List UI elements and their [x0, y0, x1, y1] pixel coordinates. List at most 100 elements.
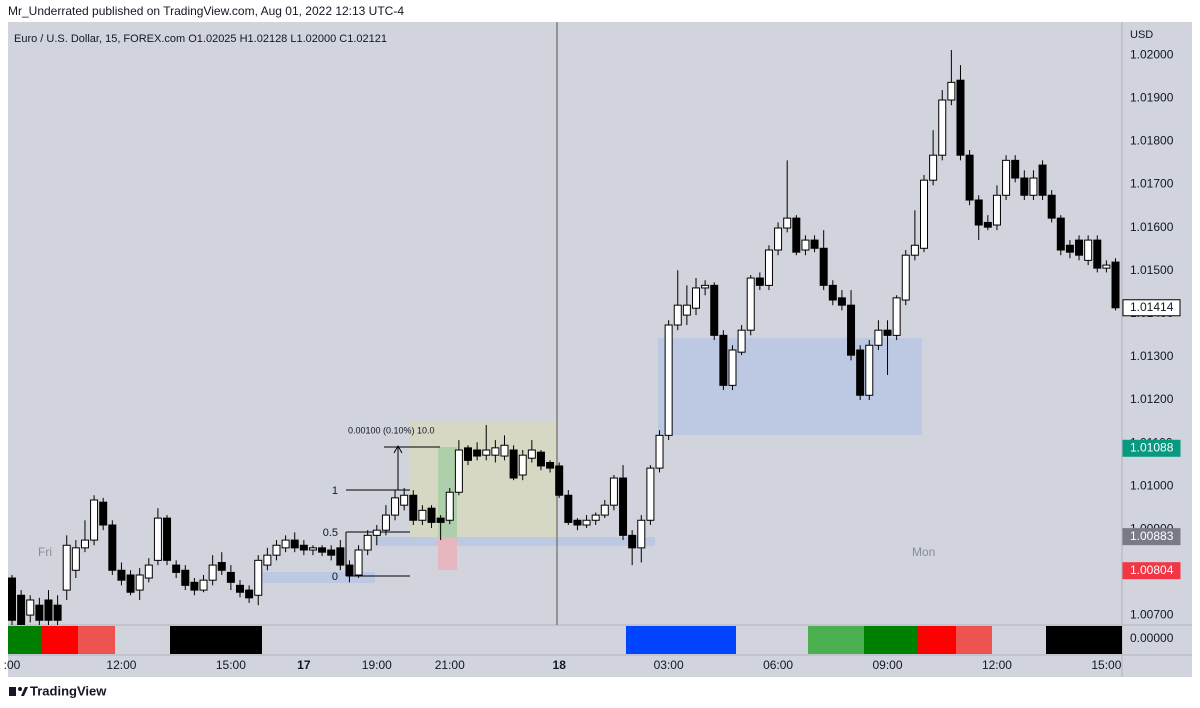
candle-body — [874, 329, 883, 346]
indicator-block — [1046, 626, 1122, 654]
candle-body — [199, 579, 208, 591]
x-tick-label: 17 — [297, 658, 311, 672]
candle-body — [1056, 217, 1065, 251]
candle-body — [381, 514, 390, 531]
candle-body — [108, 524, 117, 571]
fib-label: 0 — [332, 571, 338, 583]
x-tick-label: 12:00 — [106, 658, 136, 672]
logo-part — [9, 687, 16, 696]
candle-body — [1065, 244, 1074, 253]
x-tick-label: 06:00 — [763, 658, 793, 672]
candle-body — [318, 547, 327, 553]
candle-body — [1102, 264, 1111, 269]
candle-body — [35, 604, 44, 621]
indicator-block — [170, 626, 262, 654]
candle-body — [637, 519, 646, 549]
currency-label: USD — [1130, 29, 1153, 41]
candle-body — [619, 477, 628, 536]
y-tick-label: 1.01000 — [1130, 478, 1174, 492]
candle-body — [62, 544, 71, 591]
y-tick-label: 1.02000 — [1130, 47, 1174, 61]
candle-body — [1020, 177, 1029, 196]
candle-body — [418, 509, 427, 521]
y-tick-label: 1.01600 — [1130, 220, 1174, 234]
candle-body — [828, 284, 837, 301]
candle-body — [1029, 177, 1038, 196]
candle-body — [892, 297, 901, 336]
candle-body — [263, 554, 272, 566]
zone — [262, 572, 375, 583]
candle-body — [354, 549, 363, 576]
x-tick-label: :00 — [4, 658, 21, 672]
candle-body — [400, 494, 409, 506]
candle-body — [646, 467, 655, 521]
candle-body — [546, 462, 555, 469]
candle-body — [8, 577, 16, 621]
x-tick-label: 21:00 — [435, 658, 465, 672]
candle-body — [692, 287, 700, 309]
position-loss — [438, 537, 457, 570]
y-tick-label: 1.01300 — [1130, 349, 1174, 363]
candle-body — [391, 497, 400, 516]
candle-body — [555, 465, 564, 496]
y-tick-label: 1.01500 — [1130, 263, 1174, 277]
candle-body — [883, 329, 892, 336]
candle-body — [564, 494, 573, 523]
price-badge — [1122, 562, 1181, 580]
candle-body — [117, 569, 126, 581]
indicator-block — [8, 626, 42, 654]
candles — [8, 50, 1120, 625]
candle-body — [609, 477, 618, 506]
candle-body — [1075, 239, 1084, 256]
y-tick-label: 1.01200 — [1130, 392, 1174, 406]
candle-body — [582, 519, 591, 526]
candle-body — [44, 599, 53, 621]
candle-body — [1084, 239, 1093, 261]
y-tick-label: 1.01900 — [1130, 90, 1174, 104]
candle-body — [965, 154, 974, 201]
candle-body — [254, 559, 263, 596]
candle-body — [509, 449, 518, 479]
chart-background — [8, 22, 1192, 677]
tradingview-logo — [9, 687, 28, 696]
candle-body — [518, 454, 527, 476]
candle-body — [272, 544, 281, 556]
candle-body — [53, 604, 62, 621]
drawings — [262, 22, 922, 625]
indicator-blocks — [8, 626, 1122, 654]
candle-body — [992, 194, 1001, 226]
indicator-block — [808, 626, 864, 654]
candle-body — [172, 564, 181, 573]
candle-body — [80, 539, 89, 549]
axes: 1.007001.008001.009001.010001.011001.012… — [4, 47, 1181, 672]
footer-brand: TradingView — [30, 683, 107, 698]
candle-body — [153, 517, 162, 561]
candle-body — [445, 491, 454, 521]
candle-body — [710, 284, 719, 336]
candle-body — [929, 154, 938, 181]
candle-body — [910, 244, 919, 256]
candle-body — [126, 574, 135, 593]
price-badge-label: 1.00883 — [1130, 529, 1174, 543]
candle-body — [372, 529, 381, 536]
candle-body — [208, 564, 217, 581]
indicator-level-label: 0.00000 — [1130, 631, 1174, 645]
candle-body — [956, 79, 965, 156]
candle-body — [701, 284, 710, 289]
candle-body — [217, 562, 226, 571]
candle-body — [764, 249, 773, 286]
zone — [375, 537, 655, 546]
candle-body — [17, 594, 26, 625]
candle-body — [71, 547, 80, 571]
candle-body — [427, 507, 436, 523]
candle-body — [345, 564, 354, 576]
candle-body — [901, 254, 910, 301]
price-badge-label: 1.01088 — [1130, 440, 1174, 454]
price-badge-label: 1.01414 — [1130, 300, 1174, 314]
candle-body — [1093, 239, 1102, 269]
x-tick-label: 18 — [553, 658, 567, 672]
candle-body — [1111, 261, 1120, 309]
candle-body — [628, 534, 637, 549]
